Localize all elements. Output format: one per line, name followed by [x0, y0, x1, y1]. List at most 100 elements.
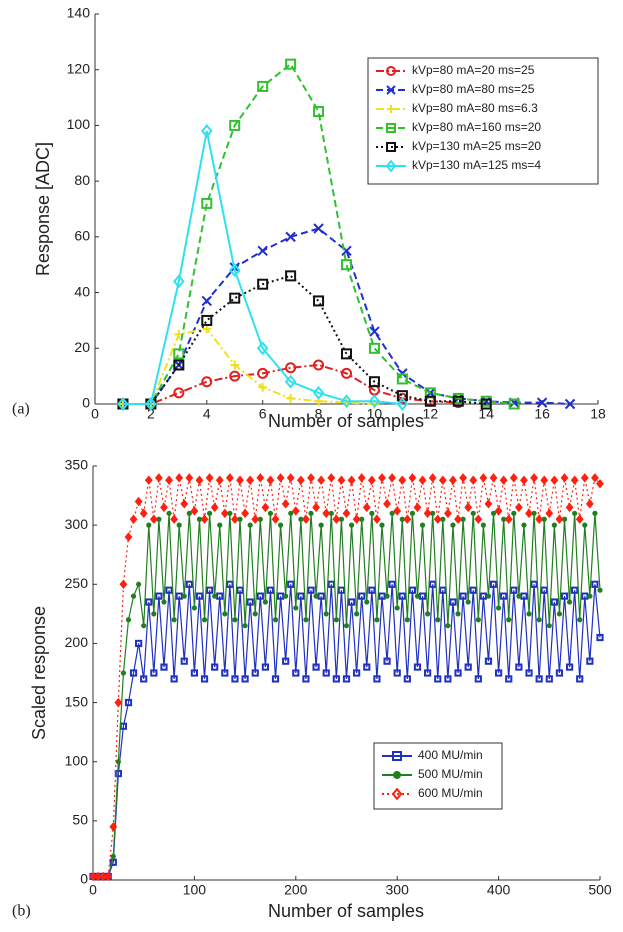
y-tick-label: 80	[74, 172, 90, 188]
marker	[396, 397, 409, 411]
marker	[257, 245, 268, 256]
marker	[484, 657, 493, 665]
legend-label: kVp=80 mA=160 ms=20	[412, 120, 541, 134]
marker	[230, 360, 240, 370]
marker	[597, 587, 603, 593]
marker	[489, 580, 498, 588]
marker	[145, 598, 153, 606]
marker	[521, 522, 527, 528]
legend: 400 MU/min 500 MU/min 600 MU/min	[373, 742, 503, 810]
marker	[256, 341, 269, 356]
y-tick-label: 120	[67, 60, 91, 76]
legend-label: kVp=130 mA=25 ms=20	[412, 139, 541, 153]
marker	[200, 514, 209, 524]
marker	[440, 516, 446, 522]
marker	[221, 669, 229, 677]
y-tick-label: 100	[65, 752, 89, 768]
marker	[271, 675, 280, 683]
marker	[530, 473, 538, 483]
marker	[323, 611, 329, 617]
marker	[206, 586, 214, 594]
marker	[454, 669, 462, 677]
marker	[165, 475, 173, 485]
marker	[433, 514, 442, 524]
marker	[242, 623, 248, 629]
marker	[342, 675, 351, 683]
marker	[124, 532, 133, 542]
marker	[541, 516, 547, 522]
marker	[550, 475, 559, 485]
marker	[429, 580, 437, 588]
marker	[136, 581, 142, 587]
marker	[514, 502, 523, 513]
marker	[389, 510, 395, 516]
marker	[173, 387, 185, 399]
marker	[404, 617, 410, 623]
marker	[347, 598, 356, 606]
series-line	[122, 327, 375, 405]
marker	[222, 611, 228, 617]
marker	[229, 119, 241, 131]
marker	[403, 514, 412, 524]
marker	[418, 475, 427, 485]
marker	[341, 259, 352, 271]
marker	[109, 858, 117, 866]
marker	[220, 508, 229, 518]
marker	[364, 599, 370, 605]
marker	[469, 475, 478, 485]
marker	[181, 593, 187, 599]
marker	[500, 592, 508, 600]
marker	[341, 367, 352, 379]
marker	[236, 586, 244, 594]
marker	[302, 675, 310, 683]
marker	[293, 605, 299, 611]
marker	[464, 502, 473, 513]
marker	[460, 516, 466, 522]
marker	[551, 522, 557, 528]
y-tick-label: 200	[65, 634, 89, 650]
marker	[307, 473, 315, 483]
marker	[449, 598, 457, 606]
marker	[110, 853, 116, 859]
marker	[571, 586, 579, 594]
y-tick-label: 50	[72, 812, 88, 828]
marker	[495, 669, 503, 677]
marker	[286, 473, 295, 483]
marker	[454, 514, 462, 524]
marker	[388, 580, 396, 588]
marker	[191, 605, 197, 611]
marker	[386, 142, 396, 152]
marker	[256, 592, 264, 600]
marker	[252, 611, 258, 617]
marker	[383, 499, 391, 509]
marker	[145, 397, 157, 411]
marker	[282, 657, 290, 665]
marker	[459, 592, 467, 600]
marker	[509, 473, 518, 483]
marker	[354, 611, 360, 617]
marker	[475, 617, 481, 623]
marker	[313, 359, 325, 371]
marker	[212, 593, 218, 599]
marker	[261, 663, 269, 671]
y-tick-label: 40	[74, 283, 90, 299]
marker	[515, 663, 523, 671]
marker	[479, 473, 488, 483]
marker	[347, 475, 356, 485]
marker	[228, 263, 241, 278]
marker	[201, 295, 212, 307]
marker	[368, 342, 380, 354]
marker	[185, 580, 193, 588]
marker	[146, 522, 152, 528]
marker	[369, 510, 375, 516]
marker	[392, 751, 402, 761]
marker	[591, 473, 599, 483]
marker	[386, 66, 396, 76]
marker	[232, 617, 238, 623]
x-tick-label: 200	[284, 882, 308, 898]
marker	[435, 617, 441, 623]
marker	[409, 510, 416, 516]
marker	[596, 479, 604, 489]
marker	[285, 231, 296, 243]
